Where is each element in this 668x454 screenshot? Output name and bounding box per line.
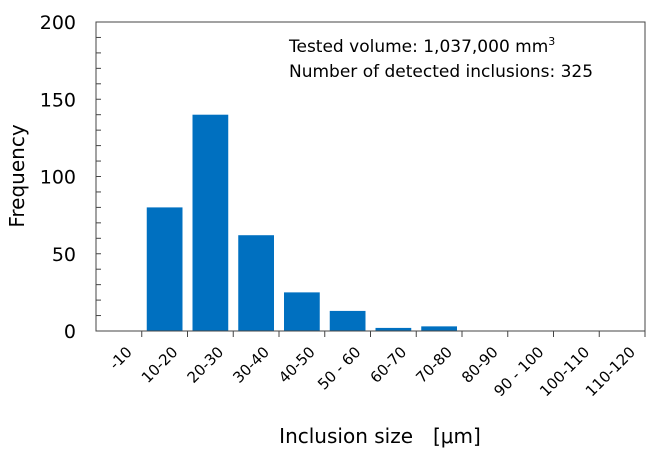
y-tick-label: 150 <box>40 89 76 111</box>
x-tick-label: 30-40 <box>229 343 273 387</box>
y-axis-label: Frequency <box>5 124 29 227</box>
x-tick-label: 50 - 60 <box>314 343 364 393</box>
x-tick-label: 110-120 <box>582 343 639 400</box>
x-tick-label: 100-110 <box>536 343 593 400</box>
x-tick-label: -10 <box>106 343 136 373</box>
bar-30-40 <box>238 235 274 331</box>
bar-70-80 <box>421 326 457 331</box>
x-tick-label: 60-70 <box>367 343 411 387</box>
y-tick-label: 100 <box>40 167 76 189</box>
x-tick-label: 70-80 <box>412 343 456 387</box>
x-tick-label: 90 - 100 <box>490 343 547 400</box>
y-tick-label: 50 <box>52 244 76 266</box>
x-tick-label: 10-20 <box>138 343 182 387</box>
y-tick-label: 0 <box>64 321 76 343</box>
x-axis-label: Inclusion size [μm] <box>279 424 481 448</box>
x-tick-label: 80-90 <box>458 343 502 387</box>
y-tick-label: 200 <box>40 12 76 34</box>
bar-40-50 <box>284 292 320 331</box>
bar-20-30 <box>192 114 229 331</box>
x-tick-label: 40-50 <box>275 343 319 387</box>
annotation-line2: Number of detected inclusions: 325 <box>289 62 593 82</box>
annotation-line1: Tested volume: 1,037,000 mm3 <box>288 35 555 57</box>
bar-60-70 <box>375 327 412 331</box>
bar-50-60 <box>329 310 366 331</box>
bar-10-20 <box>146 207 183 331</box>
x-tick-label: 20-30 <box>184 343 228 387</box>
